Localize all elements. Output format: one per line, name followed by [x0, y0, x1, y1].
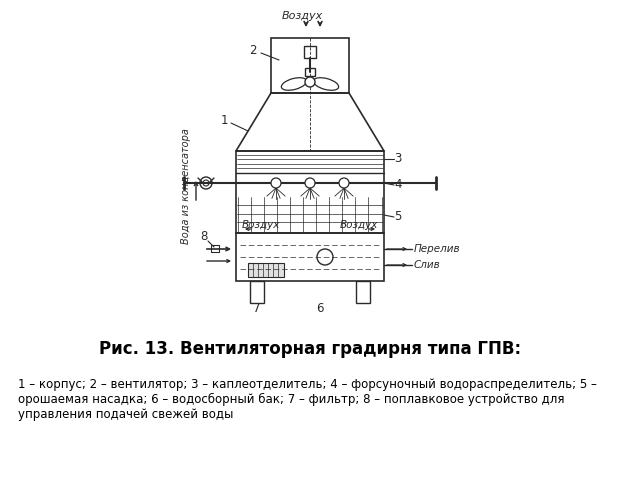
Bar: [250, 281, 264, 303]
Bar: [304, 46, 316, 58]
Circle shape: [305, 77, 315, 87]
FancyBboxPatch shape: [211, 245, 219, 252]
Bar: [305, 68, 315, 76]
Text: 7: 7: [253, 302, 260, 315]
Text: Воздух: Воздух: [282, 11, 323, 21]
Text: Воздух: Воздух: [340, 220, 378, 230]
Text: 8: 8: [200, 230, 208, 243]
Text: Перелив: Перелив: [414, 244, 461, 254]
Text: Слив: Слив: [414, 260, 441, 270]
Text: 3: 3: [394, 153, 402, 166]
Text: 6: 6: [316, 302, 324, 315]
Text: Воздух: Воздух: [242, 220, 280, 230]
Text: 1 – корпус; 2 – вентилятор; 3 – каплеотделитель; 4 – форсуночный водораспределит: 1 – корпус; 2 – вентилятор; 3 – каплеотд…: [18, 378, 597, 421]
Text: 2: 2: [249, 44, 257, 57]
Text: Вода из конденсатора: Вода из конденсатора: [181, 128, 191, 244]
Circle shape: [317, 249, 333, 265]
Circle shape: [203, 180, 209, 186]
Circle shape: [271, 178, 281, 188]
Text: 5: 5: [394, 211, 402, 224]
Ellipse shape: [282, 78, 307, 90]
Circle shape: [305, 178, 315, 188]
Text: Рис. 13. Вентиляторная градирня типа ГПВ:: Рис. 13. Вентиляторная градирня типа ГПВ…: [99, 340, 521, 358]
Bar: [236, 151, 384, 233]
Bar: [271, 38, 349, 93]
Circle shape: [200, 177, 212, 189]
Bar: [236, 233, 384, 281]
Ellipse shape: [314, 78, 339, 90]
Bar: [248, 263, 284, 277]
Text: 1: 1: [220, 115, 228, 128]
Text: 4: 4: [394, 179, 402, 192]
Bar: [356, 281, 370, 303]
Circle shape: [339, 178, 349, 188]
